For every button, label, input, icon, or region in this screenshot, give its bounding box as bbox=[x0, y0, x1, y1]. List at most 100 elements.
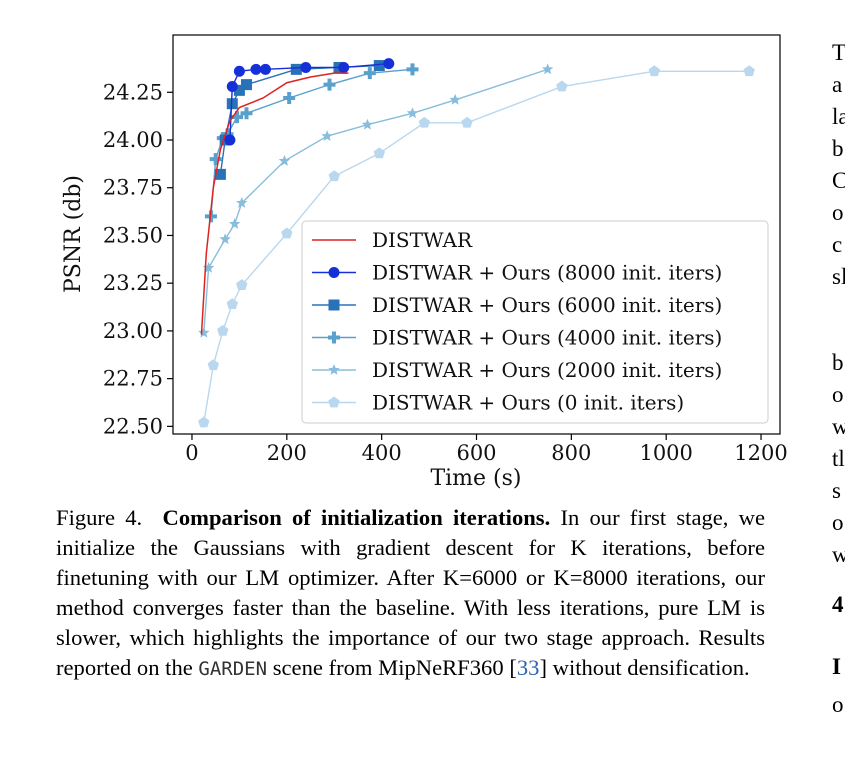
y-tick-label-1: 22.75 bbox=[103, 367, 163, 391]
y-tick-label-4: 23.50 bbox=[103, 223, 163, 247]
y-tick-label-6: 24.00 bbox=[103, 128, 163, 152]
x-tick-label-0: 0 bbox=[185, 441, 198, 465]
series-1 bbox=[224, 58, 395, 146]
legend-item-4: DISTWAR + Ours (2000 init. iters) bbox=[312, 358, 722, 382]
data-point-4-1 bbox=[202, 261, 215, 273]
ticks: 0 200 400 600 800 1000 1200 22.50 22.75 23.00 23.2… bbox=[103, 80, 788, 465]
legend-label-1: DISTWAR + Ours (8000 init. iters) bbox=[372, 261, 722, 285]
legend-label-4: DISTWAR + Ours (2000 init. iters) bbox=[372, 358, 722, 382]
x-tick-label-3: 600 bbox=[456, 441, 496, 465]
side-text-2: la bbox=[832, 104, 845, 129]
side-text-11: tl bbox=[832, 446, 845, 471]
data-point-5-8 bbox=[418, 116, 431, 128]
side-text-17: o bbox=[832, 692, 844, 717]
data-point-2-4 bbox=[241, 79, 253, 91]
legend-marker-1 bbox=[328, 267, 340, 278]
data-point-3-3 bbox=[221, 128, 234, 141]
data-point-5-1 bbox=[207, 359, 220, 371]
legend-marker-3 bbox=[328, 331, 340, 344]
side-text-3: b bbox=[832, 136, 844, 161]
data-point-3-7 bbox=[323, 78, 336, 91]
caption-text-2: scene from MipNeRF360 bbox=[272, 655, 504, 680]
x-axis-label: Time (s) bbox=[430, 466, 521, 491]
series-layer bbox=[198, 58, 755, 428]
citation-link[interactable]: 33 bbox=[516, 655, 540, 680]
data-point-2-3 bbox=[233, 84, 245, 96]
data-point-1-0 bbox=[224, 134, 236, 146]
data-point-5-9 bbox=[461, 116, 473, 128]
figure-caption: Figure 4. Comparison of initialization i… bbox=[56, 503, 765, 684]
x-tick-label-1: 200 bbox=[267, 441, 307, 465]
y-tick-label-2: 23.00 bbox=[103, 319, 163, 343]
ref-close: ] bbox=[539, 655, 547, 680]
side-text-9: o bbox=[832, 382, 844, 407]
chart: 0 200 400 600 800 1000 1200 22.50 22.75 23.00 23.2… bbox=[61, 34, 788, 491]
legend-item-3: DISTWAR + Ours (4000 init. iters) bbox=[312, 326, 722, 350]
data-point-4-5 bbox=[278, 155, 291, 166]
side-text-0: T bbox=[832, 40, 845, 65]
data-point-1-6 bbox=[338, 61, 350, 73]
data-point-4-3 bbox=[228, 218, 241, 229]
ref-open: [ bbox=[509, 655, 517, 680]
data-point-5-4 bbox=[236, 279, 248, 290]
series-4 bbox=[198, 63, 554, 338]
data-point-5-12 bbox=[743, 65, 755, 77]
legend-label-5: DISTWAR + Ours (0 init. iters) bbox=[372, 391, 684, 415]
y-tick-label-0: 22.50 bbox=[103, 414, 163, 438]
side-text-1: a bbox=[832, 72, 843, 97]
side-text-6: c bbox=[832, 232, 843, 257]
legend-item-1: DISTWAR + Ours (8000 init. iters) bbox=[312, 261, 722, 285]
scene-name: GARDEN bbox=[198, 658, 268, 680]
data-point-5-10 bbox=[556, 80, 568, 92]
legend: DISTWAR DISTWAR + Ours (8000 init. iters)… bbox=[301, 220, 769, 424]
series-5 bbox=[198, 65, 755, 428]
data-point-5-7 bbox=[373, 147, 385, 159]
y-tick-label-7: 24.25 bbox=[103, 80, 163, 104]
data-point-1-4 bbox=[259, 63, 271, 75]
data-point-1-3 bbox=[250, 63, 262, 75]
y-tick-label-3: 23.25 bbox=[103, 271, 163, 295]
legend-marker-2 bbox=[328, 299, 340, 311]
series-0 bbox=[200, 72, 349, 335]
data-point-3-8 bbox=[363, 67, 376, 80]
side-text-10: w bbox=[832, 414, 845, 439]
data-point-4-10 bbox=[541, 63, 554, 75]
side-text-4: C bbox=[832, 168, 845, 193]
legend-item-0: DISTWAR bbox=[312, 228, 473, 252]
data-point-3-4 bbox=[231, 111, 244, 124]
series-line-0 bbox=[200, 72, 349, 335]
data-point-4-4 bbox=[236, 197, 248, 208]
data-point-3-1 bbox=[209, 153, 222, 166]
legend-frame bbox=[301, 220, 769, 424]
side-text-8: b bbox=[832, 350, 844, 375]
data-point-5-2 bbox=[217, 324, 229, 336]
data-point-1-7 bbox=[383, 58, 395, 70]
side-text-5: o bbox=[832, 200, 844, 225]
data-point-5-11 bbox=[648, 65, 661, 77]
side-text-15: 4 bbox=[832, 592, 844, 617]
x-tick-label-6: 1200 bbox=[734, 441, 787, 465]
caption-text-3: without densification. bbox=[552, 655, 750, 680]
legend-marker-4 bbox=[328, 364, 340, 375]
legend-label-2: DISTWAR + Ours (6000 init. iters) bbox=[372, 293, 722, 317]
side-text-7: sl bbox=[832, 264, 845, 289]
data-point-4-2 bbox=[219, 233, 231, 245]
data-point-4-6 bbox=[321, 130, 333, 142]
figure-label: Figure 4. bbox=[56, 505, 143, 530]
data-point-1-5 bbox=[300, 61, 312, 73]
legend-label-3: DISTWAR + Ours (4000 init. iters) bbox=[372, 326, 722, 350]
caption-title: Comparison of initialization iterations. bbox=[162, 505, 551, 530]
x-tick-label-2: 400 bbox=[362, 441, 402, 465]
data-point-4-8 bbox=[406, 107, 419, 119]
y-tick-label-5: 23.75 bbox=[103, 176, 163, 200]
data-point-4-7 bbox=[361, 118, 374, 130]
data-point-5-0 bbox=[198, 416, 210, 428]
data-point-5-6 bbox=[328, 170, 340, 182]
legend-marker-5 bbox=[328, 396, 340, 408]
data-point-2-2 bbox=[226, 98, 238, 110]
data-point-2-7 bbox=[373, 60, 385, 72]
data-point-3-9 bbox=[406, 63, 419, 76]
x-tick-label-4: 800 bbox=[551, 441, 591, 465]
data-point-1-2 bbox=[233, 65, 245, 77]
